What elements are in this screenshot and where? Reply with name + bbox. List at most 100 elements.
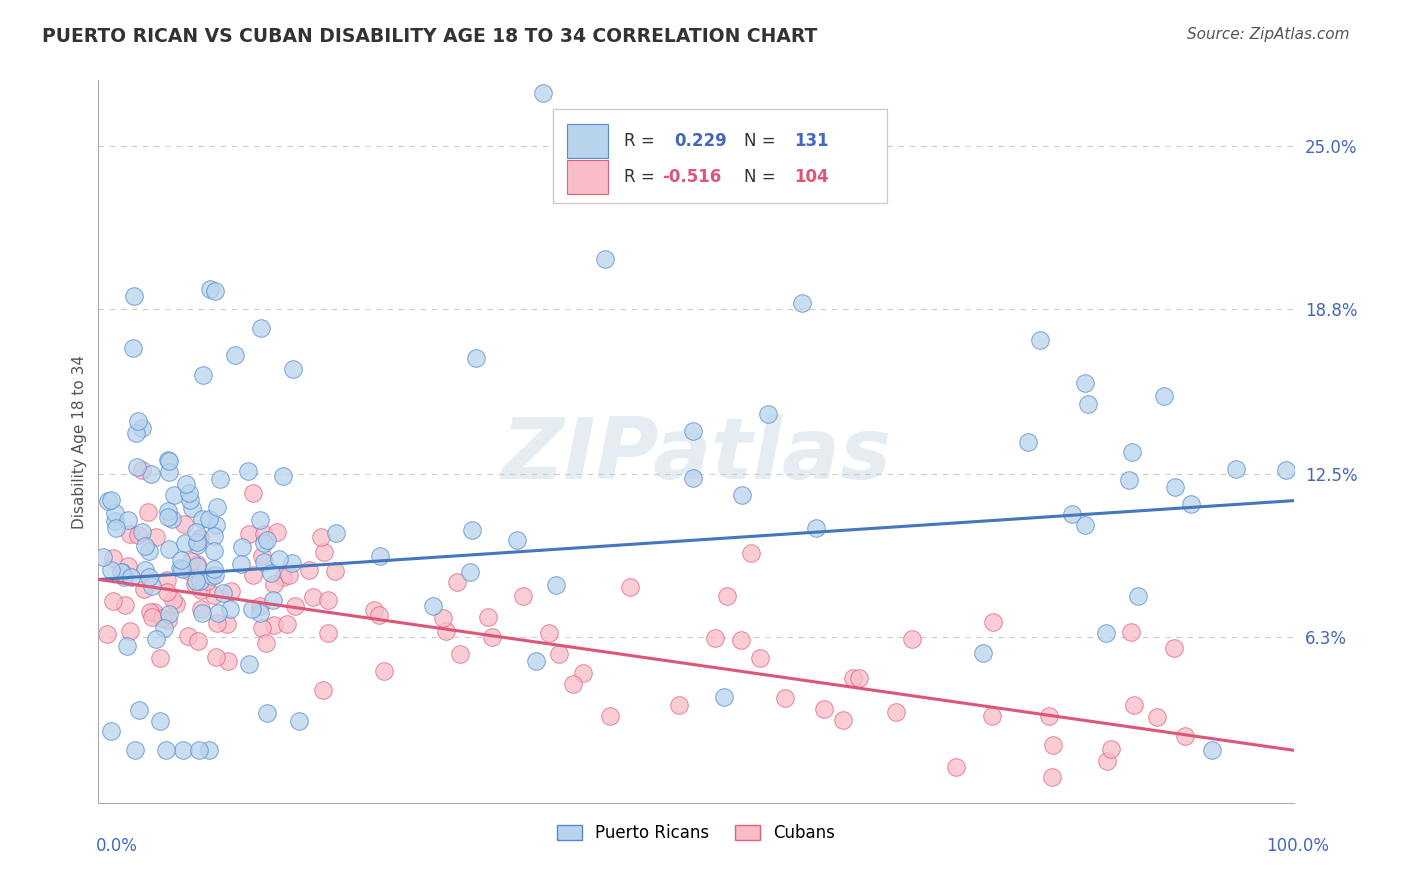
Point <box>115 640 138 654</box>
Point <box>190 602 212 616</box>
Point <box>253 527 276 541</box>
Point <box>184 576 207 591</box>
Point <box>262 593 284 607</box>
Point <box>186 538 208 552</box>
Point <box>236 464 259 478</box>
Text: 131: 131 <box>794 132 828 150</box>
Text: N =: N = <box>744 168 780 186</box>
Point <box>599 709 621 723</box>
Point <box>1077 397 1099 411</box>
Text: -0.516: -0.516 <box>662 168 721 186</box>
Point <box>138 570 160 584</box>
Point <box>256 533 278 547</box>
Point <box>1118 474 1140 488</box>
Point <box>205 500 228 514</box>
Point <box>131 524 153 539</box>
Point <box>537 626 560 640</box>
Point <box>159 454 181 468</box>
Point <box>134 582 156 597</box>
Point <box>104 514 127 528</box>
Point <box>271 570 294 584</box>
Point <box>1060 507 1083 521</box>
Point <box>263 577 285 591</box>
Point <box>157 541 180 556</box>
Point <box>145 632 167 646</box>
Point <box>207 616 229 631</box>
Point <box>111 566 134 580</box>
Point <box>120 569 142 583</box>
Point <box>204 567 226 582</box>
Point <box>1128 589 1150 603</box>
Y-axis label: Disability Age 18 to 34: Disability Age 18 to 34 <box>72 354 87 529</box>
Point <box>512 589 534 603</box>
Point <box>792 296 814 310</box>
Point <box>281 362 304 376</box>
Point <box>177 564 200 578</box>
Point <box>112 570 135 584</box>
Point <box>972 646 994 660</box>
Point <box>202 562 225 576</box>
Point <box>716 589 738 603</box>
Point <box>200 282 222 296</box>
Point <box>165 597 187 611</box>
Point <box>254 636 277 650</box>
Point <box>224 348 246 362</box>
Point <box>713 690 735 704</box>
Text: 104: 104 <box>794 168 828 186</box>
Point <box>756 407 779 421</box>
Text: 0.229: 0.229 <box>675 132 727 150</box>
Point <box>325 564 347 578</box>
Point <box>180 554 202 568</box>
Text: 0.0%: 0.0% <box>96 837 138 855</box>
Point <box>117 513 139 527</box>
Point <box>162 593 184 607</box>
Point <box>207 606 229 620</box>
Point <box>173 535 195 549</box>
Point <box>202 543 225 558</box>
Point <box>446 574 468 589</box>
Point <box>249 321 271 335</box>
Point <box>1201 743 1223 757</box>
Point <box>186 558 208 572</box>
Point <box>276 616 298 631</box>
Point <box>127 414 149 428</box>
Text: Source: ZipAtlas.com: Source: ZipAtlas.com <box>1187 27 1350 42</box>
Point <box>179 493 201 508</box>
Point <box>127 528 149 542</box>
Point <box>253 555 276 569</box>
Point <box>841 671 863 685</box>
Point <box>981 708 1004 723</box>
Point <box>1274 463 1296 477</box>
Point <box>157 607 180 621</box>
Point <box>422 599 444 613</box>
Point <box>134 539 156 553</box>
Point <box>309 530 332 544</box>
Point <box>325 526 347 541</box>
Point <box>156 584 179 599</box>
Point <box>316 592 339 607</box>
Point <box>120 527 142 541</box>
Text: PUERTO RICAN VS CUBAN DISABILITY AGE 18 TO 34 CORRELATION CHART: PUERTO RICAN VS CUBAN DISABILITY AGE 18 … <box>42 27 817 45</box>
Point <box>363 603 385 617</box>
Point <box>524 654 547 668</box>
Text: R =: R = <box>624 132 661 150</box>
Point <box>477 610 499 624</box>
Point <box>131 421 153 435</box>
Point <box>172 743 194 757</box>
Point <box>190 583 212 598</box>
Point <box>134 563 156 577</box>
Point <box>547 647 569 661</box>
Point <box>432 610 454 624</box>
Point <box>148 651 170 665</box>
Point <box>1153 389 1175 403</box>
Point <box>1163 641 1185 656</box>
Point <box>122 289 145 303</box>
Point <box>301 591 323 605</box>
Point <box>117 558 139 573</box>
Point <box>1074 376 1097 390</box>
FancyBboxPatch shape <box>567 124 607 158</box>
Point <box>740 546 762 560</box>
Point <box>169 553 191 567</box>
Point <box>238 657 260 671</box>
Point <box>461 524 484 538</box>
